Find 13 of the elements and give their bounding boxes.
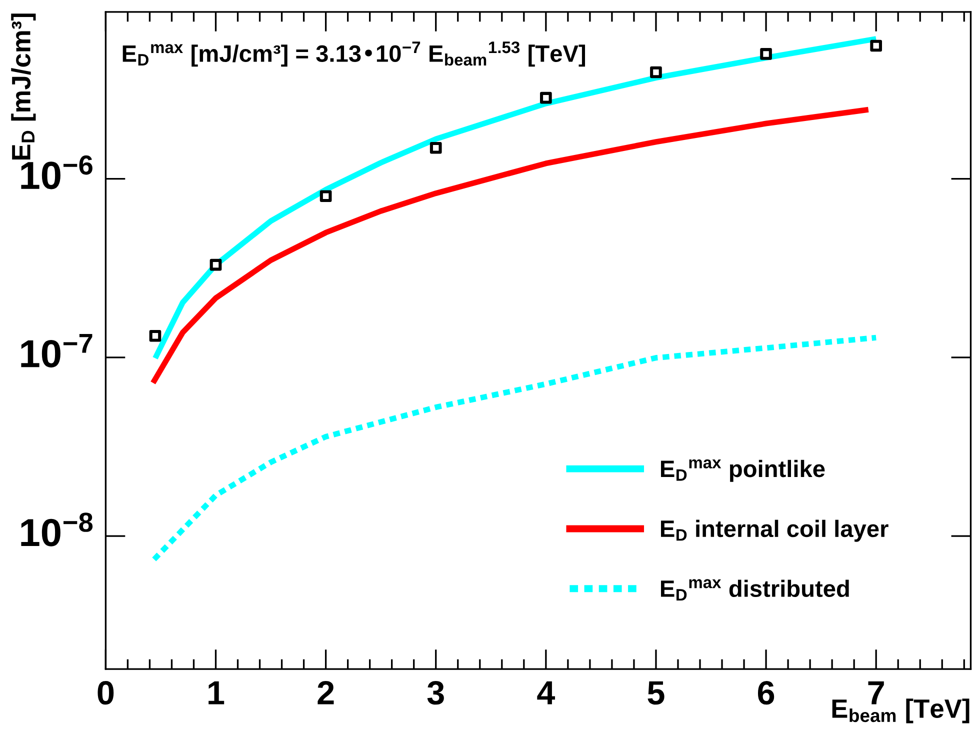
- x-tick-label: 0: [98, 681, 114, 705]
- legend-label: E$_{D}$ internal coil layer: [661, 520, 888, 542]
- legend-label: E$_{D}$$^{max}$ pointlike: [661, 459, 825, 482]
- x-tick-label: 6: [758, 681, 774, 705]
- legend-label: E$_{D}$$^{max}$ distributed: [661, 579, 849, 601]
- y-tick-label: 10$^{−8}$: [21, 512, 93, 546]
- x-tick-label: 4: [537, 681, 556, 704]
- x-tick-label: 3: [427, 681, 444, 705]
- x-tick-label: 5: [648, 681, 664, 705]
- y-tick-label: 10$^{−7}$: [21, 334, 92, 368]
- x-tick-label: 1: [208, 681, 224, 704]
- x-tick-label: 2: [318, 681, 334, 704]
- text: E$_{D}$$^{max}$ [mJ/cm³] = 3.13•10$^{−7}$ E$_{beam}$$^{1.53}$ [TeV]: [122, 41, 586, 67]
